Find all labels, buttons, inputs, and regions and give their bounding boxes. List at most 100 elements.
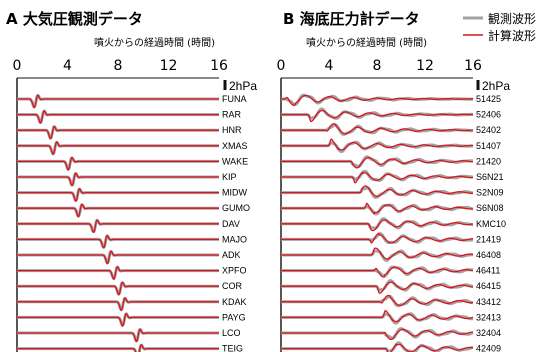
- station-label: 52406: [476, 110, 501, 120]
- computed-trace-51425: [281, 94, 474, 106]
- panel-b-traces: 51425 52406 52402 51407 21420 S6N21 S2N09 S6N08…: [280, 93, 506, 352]
- legend: 観測波形 計算波形: [463, 12, 536, 43]
- computed-trace-32413: [281, 309, 474, 323]
- panel-a-x-ticks: 0 4 8 12 16: [13, 58, 228, 74]
- panel-a-traces: FUNA RAR HNR XMAS WAKE KIP MIDW GUMO DAV MAJO ADK X…: [16, 94, 250, 352]
- station-label: RAR: [222, 110, 242, 120]
- computed-trace-PAYG: [17, 312, 219, 327]
- computed-trace-XMAS: [17, 141, 219, 155]
- station-label: KIP: [222, 172, 237, 182]
- station-label: TEIG: [222, 344, 243, 352]
- computed-trace-RAR: [17, 110, 219, 124]
- observed-trace-32413: [280, 312, 474, 325]
- computed-trace-GUMO: [17, 203, 219, 218]
- observed-trace-LCO: [16, 328, 220, 343]
- station-label: MAJO: [222, 234, 247, 244]
- computed-trace-HNR: [17, 125, 219, 140]
- computed-trace-43412: [281, 294, 474, 307]
- computed-trace-FUNA: [17, 94, 219, 109]
- computed-trace-LCO: [17, 328, 219, 342]
- station-label: MIDW: [222, 188, 247, 198]
- panel-a: A 大気圧観測データ 噴火からの経過時間 (時間) 0 4 8 12 16 2h…: [6, 10, 257, 352]
- computed-trace-MIDW: [17, 188, 219, 202]
- x-tick-label: 0: [13, 58, 22, 74]
- computed-trace-52406: [281, 109, 473, 123]
- computed-trace-42409: [281, 343, 474, 352]
- computed-trace-51407: [281, 138, 474, 151]
- station-label: 32413: [476, 312, 501, 322]
- computed-trace-S6N21: [281, 171, 473, 184]
- observed-trace-FUNA: [16, 94, 220, 109]
- station-label: XMAS: [222, 141, 248, 151]
- observed-trace-MIDW: [16, 187, 220, 202]
- legend-observed-label: 観測波形: [488, 12, 536, 26]
- observed-trace-MAJO: [16, 234, 220, 249]
- panel-a-title: A 大気圧観測データ: [6, 10, 143, 28]
- observed-trace-WAKE: [16, 156, 220, 171]
- computed-trace-KMC10: [281, 219, 474, 232]
- station-label: GUMO: [222, 203, 250, 213]
- panel-a-x-axis-label: 噴火からの経過時間 (時間): [94, 36, 215, 49]
- computed-trace-MAJO: [17, 234, 219, 249]
- computed-trace-ADK: [17, 250, 219, 265]
- panel-b-x-ticks: 0 4 8 12 16: [277, 58, 482, 74]
- panel-a-scale-label: 2hPa: [229, 79, 257, 93]
- station-label: KMC10: [476, 219, 506, 229]
- computed-trace-32404: [281, 328, 473, 341]
- observed-trace-46415: [280, 279, 474, 292]
- station-label: 21420: [476, 156, 501, 166]
- observed-trace-ADK: [16, 250, 220, 265]
- x-tick-label: 0: [277, 58, 286, 74]
- station-label: KDAK: [222, 297, 247, 307]
- station-label: XPFO: [222, 266, 247, 276]
- station-label: FUNA: [222, 94, 247, 104]
- computed-trace-KIP: [17, 172, 219, 187]
- station-label: 46415: [476, 281, 501, 291]
- x-tick-label: 12: [416, 58, 434, 74]
- station-label: S2N09: [476, 188, 504, 198]
- x-tick-label: 16: [464, 58, 482, 74]
- computed-trace-21419: [281, 232, 473, 244]
- station-label: 51425: [476, 94, 501, 104]
- computed-trace-46411: [281, 266, 474, 278]
- observed-trace-KDAK: [16, 296, 220, 312]
- observed-trace-PAYG: [16, 312, 220, 327]
- observed-trace-RAR: [16, 109, 220, 124]
- station-label: 46408: [476, 250, 501, 260]
- station-label: ADK: [222, 250, 241, 260]
- station-label: DAV: [222, 219, 240, 229]
- station-label: PAYG: [222, 312, 246, 322]
- observed-trace-KIP: [16, 172, 220, 187]
- computed-trace-52402: [281, 123, 474, 135]
- computed-trace-DAV: [17, 219, 219, 233]
- station-label: 32404: [476, 328, 501, 338]
- x-tick-label: 4: [63, 58, 72, 74]
- station-label: 43412: [476, 297, 501, 307]
- station-label: 46411: [476, 266, 500, 276]
- station-label: COR: [222, 281, 243, 291]
- computed-trace-46415: [281, 281, 474, 294]
- computed-trace-46408: [281, 247, 473, 260]
- panel-b: B 海底圧力計データ 噴火からの経過時間 (時間) 0 4 8 12 16 2h…: [277, 10, 536, 352]
- station-label: 51407: [476, 141, 501, 151]
- computed-trace-TEIG: [17, 344, 219, 352]
- computed-trace-KDAK: [17, 297, 219, 311]
- x-tick-label: 12: [160, 58, 178, 74]
- panel-b-title: B 海底圧力計データ: [283, 10, 420, 28]
- computed-trace-XPFO: [17, 266, 219, 280]
- x-tick-label: 4: [325, 58, 334, 74]
- panel-b-scale-label: 2hPa: [482, 79, 510, 93]
- station-label: 21419: [476, 234, 501, 244]
- station-label: WAKE: [222, 156, 248, 166]
- observed-trace-S6N21: [280, 169, 474, 182]
- panel-b-x-axis-label: 噴火からの経過時間 (時間): [306, 36, 427, 49]
- station-label: S6N08: [476, 203, 504, 213]
- computed-trace-S6N08: [281, 202, 474, 215]
- legend-computed-label: 計算波形: [488, 28, 536, 43]
- station-label: 42409: [476, 344, 501, 352]
- station-label: 52402: [476, 125, 501, 135]
- computed-trace-COR: [17, 281, 219, 296]
- x-tick-label: 8: [114, 58, 123, 74]
- observed-trace-XMAS: [16, 140, 220, 156]
